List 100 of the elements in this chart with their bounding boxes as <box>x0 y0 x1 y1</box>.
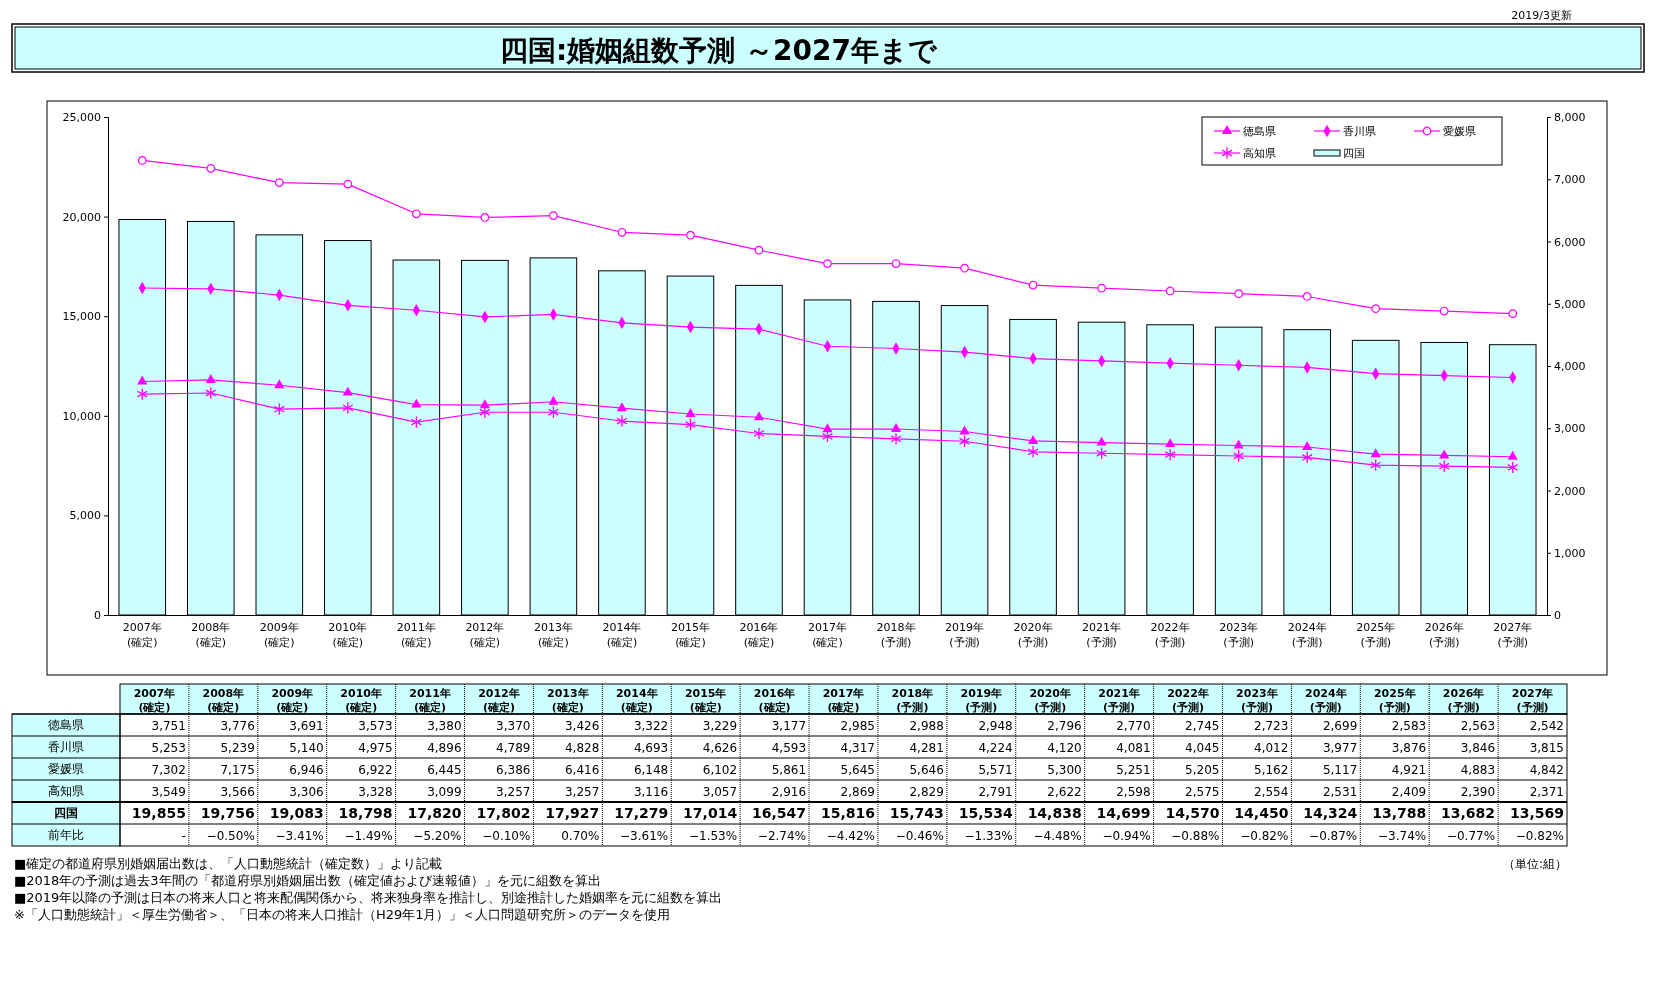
x-tick-label: 2024年 (予測) <box>1287 621 1327 649</box>
y2-tick-label: 2,000 <box>1554 484 1586 498</box>
text: −3.41% <box>275 829 324 843</box>
data-label: 14,838 <box>1027 805 1082 821</box>
x-tick-label: 2021年 (予測) <box>1082 621 1122 649</box>
data-label: 3,776 <box>220 719 255 733</box>
data-label: 5,571 <box>978 763 1013 777</box>
point <box>1438 459 1450 473</box>
text: 高知県 <box>48 784 84 798</box>
data-label: 3,426 <box>564 719 600 733</box>
data-label: 17,279 <box>614 805 669 821</box>
x-tick-label: 2027年 (予測) <box>1493 621 1533 649</box>
category-label: 2016年 (確定) <box>753 687 796 714</box>
text: −0.82% <box>1515 829 1564 843</box>
data-label: 2,948 <box>978 719 1013 733</box>
data-label: 2,583 <box>1391 719 1427 733</box>
category-label: 2020年 (予測) <box>1029 687 1072 714</box>
data-label: 17,820 <box>407 805 462 821</box>
data-label: 2,829 <box>909 785 944 799</box>
y2-tick-label: 3,000 <box>1554 422 1586 436</box>
data-label: 13,788 <box>1372 805 1427 821</box>
point <box>274 379 285 389</box>
point <box>137 156 147 165</box>
category-label: 2013年 (確定) <box>547 687 589 714</box>
data-label: 3,691 <box>289 719 324 733</box>
x-tick-label: 2008年 (確定) <box>191 621 231 649</box>
point <box>753 427 765 440</box>
point <box>1165 438 1176 448</box>
data-label: 6,445 <box>427 763 462 777</box>
text: −0.77% <box>1446 829 1496 843</box>
data-label: 2,390 <box>1460 785 1496 799</box>
point <box>1370 448 1381 458</box>
category-label: 2021年 (予測) <box>1098 687 1140 714</box>
text: −4.42% <box>826 829 875 843</box>
data-label: 3,257 <box>564 785 600 799</box>
text: −3.61% <box>620 829 669 843</box>
data-label: 4,626 <box>702 741 738 755</box>
data-label: 6,148 <box>633 763 669 777</box>
point <box>1302 441 1313 450</box>
category-label: 2017年 (確定) <box>822 687 865 714</box>
data-label: 17,927 <box>545 805 600 821</box>
data-label: 19,756 <box>200 805 255 821</box>
data-label: 5,645 <box>840 763 875 777</box>
point <box>274 178 284 187</box>
legend-label: 高知県 <box>1243 147 1276 160</box>
data-label: 7,302 <box>151 763 186 777</box>
text: ■2019年以降の予測は日本の将来人口と将来配偶関係から、将来独身率を推計し、別途推計した婚姻率を元に組数を算出 <box>14 890 723 905</box>
point <box>959 425 970 435</box>
data-label: 5,117 <box>1322 763 1358 777</box>
text: 前年比 <box>48 828 84 842</box>
point <box>1096 446 1108 460</box>
point <box>891 259 901 268</box>
text: ■確定の都道府県別婚姻届出数は、「人口動態統計（確定数）」より記載 <box>14 856 443 871</box>
y2-tick-label: 8,000 <box>1554 111 1586 125</box>
data-label: 19,855 <box>131 805 186 821</box>
point <box>1507 461 1519 474</box>
data-label: 4,120 <box>1047 741 1082 755</box>
y2-tick-label: 5,000 <box>1554 297 1586 311</box>
data-label: 14,450 <box>1234 805 1289 821</box>
data-label: 13,569 <box>1509 805 1564 821</box>
x-tick-label: 2009年 (確定) <box>259 621 299 649</box>
text: 徳島県 <box>48 718 84 732</box>
data-label: 15,743 <box>889 805 944 821</box>
data-label: 6,416 <box>564 763 600 777</box>
point <box>1371 304 1381 314</box>
text: −0.82% <box>1240 829 1289 843</box>
point <box>1234 289 1244 299</box>
category-label: 2014年 (確定) <box>615 687 658 714</box>
data-label: 16,547 <box>752 805 807 821</box>
data-label: 4,896 <box>427 741 462 755</box>
point <box>753 411 765 421</box>
data-label: 3,573 <box>358 719 393 733</box>
point <box>547 405 559 419</box>
point <box>1233 449 1245 463</box>
legend-label: 徳島県 <box>1243 125 1276 138</box>
data-label: 2,985 <box>840 719 875 733</box>
data-label: 2,770 <box>1116 719 1151 733</box>
point <box>1507 450 1518 460</box>
x-tick-label: 2026年 (予測) <box>1424 621 1464 649</box>
text: ■2018年の予測は過去3年間の「都道府県別婚姻届出数（確定値および速報値）」を元に組数を算出 <box>14 873 601 888</box>
point <box>479 399 490 409</box>
text: （単位:組） <box>1502 857 1567 871</box>
data-label: 4,828 <box>564 741 600 755</box>
y-tick-label: 0 <box>94 609 101 623</box>
legend-label: 香川県 <box>1343 125 1376 138</box>
data-label: 3,846 <box>1460 741 1496 755</box>
y2-tick-label: 6,000 <box>1554 235 1586 249</box>
text: 0.70% <box>561 829 600 843</box>
data-label: 5,861 <box>771 763 807 777</box>
data-label: 17,014 <box>683 805 738 821</box>
point <box>685 408 696 417</box>
data-label: 2,723 <box>1254 719 1289 733</box>
x-tick-label: 2018年 (予測) <box>876 621 916 649</box>
y2-tick-label: 0 <box>1554 609 1561 623</box>
data-label: 4,045 <box>1185 741 1220 755</box>
data-label: 5,239 <box>220 741 255 755</box>
text: −0.94% <box>1102 829 1151 843</box>
category-label: 2026年 (予測) <box>1442 687 1485 714</box>
point <box>1165 286 1175 296</box>
point <box>411 209 421 219</box>
